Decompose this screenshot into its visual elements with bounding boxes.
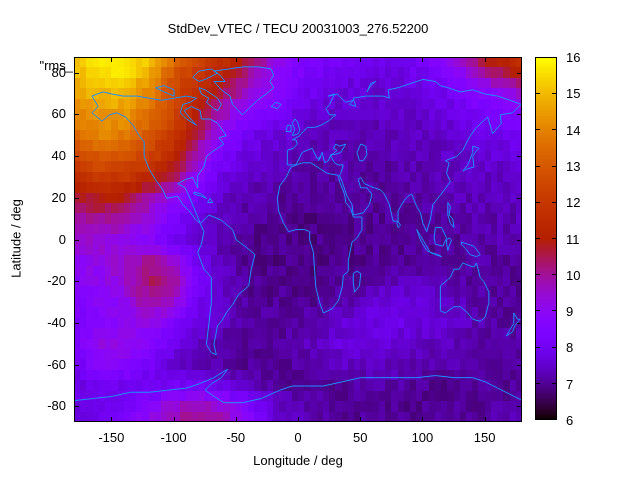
x-axis-label: Longitude / deg [253,453,343,468]
y-tick-label: -80 [47,398,66,414]
colorbar-tick-label: 7 [566,376,574,392]
y-tick-label: 0 [58,231,66,247]
x-tick-label: 50 [352,430,368,445]
x-tick-label: -50 [226,430,246,445]
colorbar-tick-label: 12 [566,195,581,211]
y-tick-label: -40 [47,314,66,330]
y-tick-label: -20 [47,273,66,289]
heatmap-world-map [74,57,522,422]
x-tick-label: 100 [411,430,434,445]
colorbar-tick-label: 10 [566,267,581,283]
colorbar-tick-label: 16 [566,50,581,65]
colorbar-tick-label: 9 [566,304,574,320]
y-tick-label: 60 [51,106,66,122]
x-tick-label: 0 [294,430,302,445]
x-tick-label: -100 [160,430,187,445]
colorbar-tick-label: 11 [566,231,580,247]
y-tick-label: 80 [51,64,66,80]
colorbar-tick-label: 8 [566,340,574,356]
colorbar-tick-label: 6 [566,413,574,428]
colorbar [535,57,557,420]
y-tick-label: -60 [47,356,66,372]
colorbar-tick-label: 13 [566,158,581,174]
x-tick-label: -150 [98,430,125,445]
colorbar-tick-label: 14 [566,122,581,138]
y-tick-label: 40 [51,148,66,164]
chart-title: StdDev_VTEC / TECU 20031003_276.52200 [167,21,429,36]
x-tick-label: 150 [473,430,496,445]
key-label: "rms_ [39,58,73,73]
y-tick-label: 20 [51,189,66,205]
colorbar-tick-label: 15 [566,86,581,102]
